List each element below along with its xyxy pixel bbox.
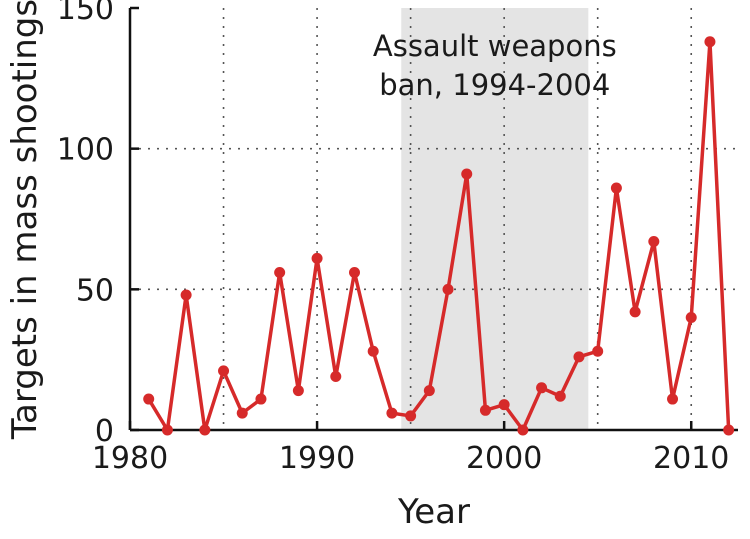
data-point	[348, 266, 360, 278]
x-tick-label: 1990	[279, 441, 355, 476]
data-point	[386, 407, 398, 419]
data-point	[648, 236, 660, 248]
data-point	[180, 289, 192, 301]
annotation-line-2: ban, 1994-2004	[379, 68, 610, 102]
data-point	[218, 365, 230, 377]
data-point	[685, 311, 697, 323]
y-tick-label: 0	[95, 414, 114, 449]
data-point	[423, 385, 435, 397]
data-point	[442, 283, 454, 295]
data-point	[367, 345, 379, 357]
data-point	[554, 390, 566, 402]
y-tick-label: 50	[76, 273, 114, 308]
data-point	[274, 266, 286, 278]
y-tick-label: 150	[57, 0, 114, 27]
x-tick-label: 1980	[92, 441, 168, 476]
data-point	[498, 399, 510, 411]
data-point	[199, 424, 211, 436]
annotation-line-1: Assault weapons	[373, 29, 617, 63]
data-point	[311, 252, 323, 264]
data-point	[479, 404, 491, 416]
y-axis-label: Targets in mass shootings	[5, 0, 45, 440]
data-point	[292, 385, 304, 397]
x-tick-label: 2000	[466, 441, 542, 476]
axis-ticks: 1980 1990 2000 2010 0 50 100 150	[57, 0, 730, 476]
x-tick-label: 2010	[653, 441, 729, 476]
data-point	[592, 345, 604, 357]
data-point	[161, 424, 173, 436]
data-point	[704, 36, 716, 48]
assault-weapons-ban-region	[401, 8, 589, 430]
x-axis-label: Year	[397, 492, 470, 532]
data-point	[667, 393, 679, 405]
gridlines	[130, 8, 738, 430]
data-point	[461, 168, 473, 180]
data-point	[236, 407, 248, 419]
data-point	[573, 351, 585, 363]
data-point	[610, 182, 622, 194]
data-point	[405, 410, 417, 422]
series-group	[143, 36, 735, 436]
data-point	[143, 393, 155, 405]
data-point	[629, 306, 641, 318]
data-point	[330, 371, 342, 383]
y-tick-label: 100	[57, 133, 114, 168]
data-point	[536, 382, 548, 394]
data-point	[255, 393, 267, 405]
data-point	[723, 424, 735, 436]
data-point	[517, 424, 529, 436]
